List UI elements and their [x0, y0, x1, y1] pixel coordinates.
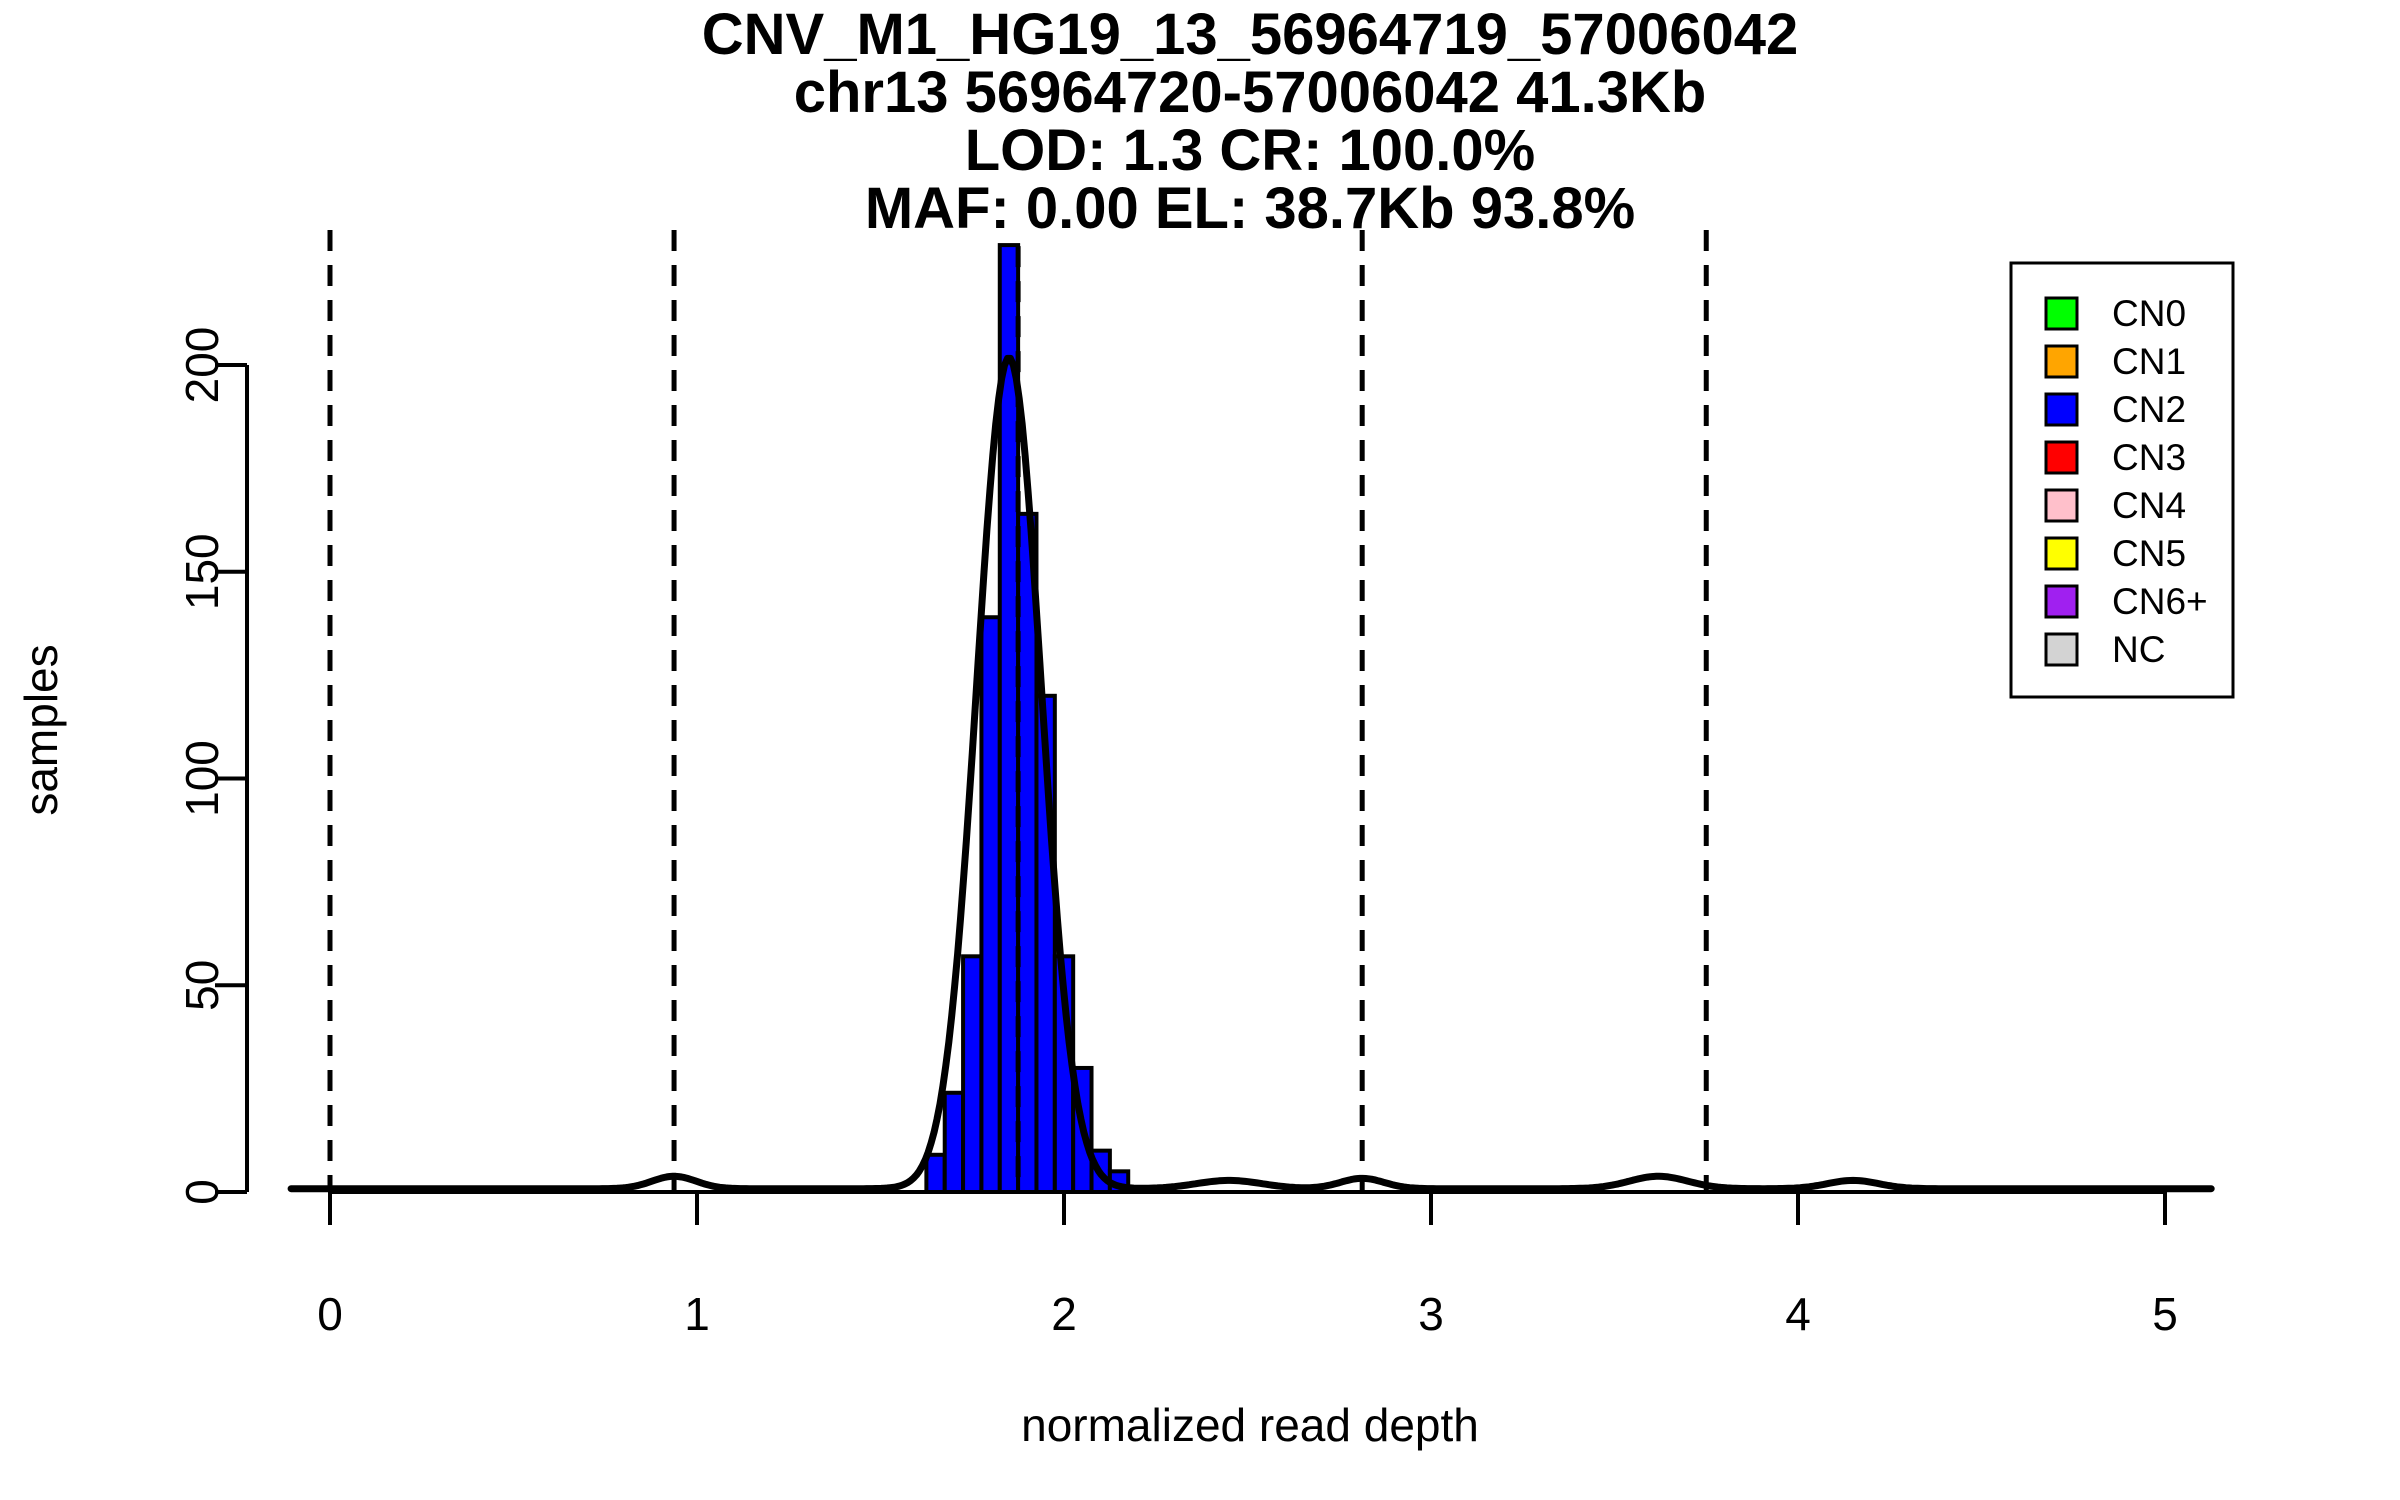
legend-swatch-CN5: [2044, 536, 2079, 571]
x-axis-tick-label: 2: [1051, 1288, 1077, 1340]
legend-label-NC: NC: [2112, 629, 2165, 670]
legend-box: [2009, 261, 2235, 699]
title-line-2: chr13 56964720-57006042 41.3Kb: [793, 60, 1707, 125]
legend-label-CN6+: CN6+: [2112, 581, 2208, 622]
y-axis-tick-label: 0: [176, 1179, 228, 1205]
y-axis-tick-label: 150: [176, 533, 228, 610]
legend-swatch-CN2: [2044, 392, 2079, 427]
legend-swatch-CN4: [2044, 488, 2079, 523]
legend-label-CN1: CN1: [2112, 341, 2186, 382]
title-line-3: LOD: 1.3 CR: 100.0%: [964, 118, 1536, 183]
legend-swatch-CN0: [2044, 296, 2079, 331]
histogram-bar: [961, 954, 984, 1194]
density-curve: [287, 354, 2215, 1193]
legend-label-CN4: CN4: [2112, 485, 2186, 526]
histogram-bar: [924, 1152, 947, 1195]
title-line-1: CNV_M1_HG19_13_56964719_57006042: [701, 2, 1799, 67]
histogram-bar: [942, 1090, 966, 1195]
legend-swatch-CN6+: [2044, 584, 2079, 619]
x-axis-tick-label: 5: [2152, 1288, 2178, 1340]
legend-swatch-CN3: [2044, 440, 2079, 475]
x-axis-tick-label: 3: [1418, 1288, 1444, 1340]
legend-label-CN2: CN2: [2112, 389, 2186, 430]
legend-label-CN5: CN5: [2112, 533, 2186, 574]
plot-title: CNV_M1_HG19_13_56964719_57006042 chr13 5…: [288, 6, 2212, 238]
legend-label-CN3: CN3: [2112, 437, 2186, 478]
x-axis-tick-label: 4: [1785, 1288, 1811, 1340]
x-axis-tick-label: 1: [684, 1288, 710, 1340]
histogram-bar: [979, 615, 1002, 1194]
legend-swatch-CN1: [2044, 344, 2079, 379]
y-axis-tick-label: 50: [176, 960, 228, 1011]
y-axis-tick-label: 200: [176, 327, 228, 404]
x-axis-tick-label: 0: [317, 1288, 343, 1340]
legend-label-CN0: CN0: [2112, 293, 2186, 334]
legend-swatch-NC: [2044, 632, 2079, 667]
x-axis-label: normalized read depth: [1021, 1399, 1479, 1451]
y-axis-tick-label: 100: [176, 740, 228, 817]
title-line-4: MAF: 0.00 EL: 38.7Kb 93.8%: [864, 176, 1636, 241]
